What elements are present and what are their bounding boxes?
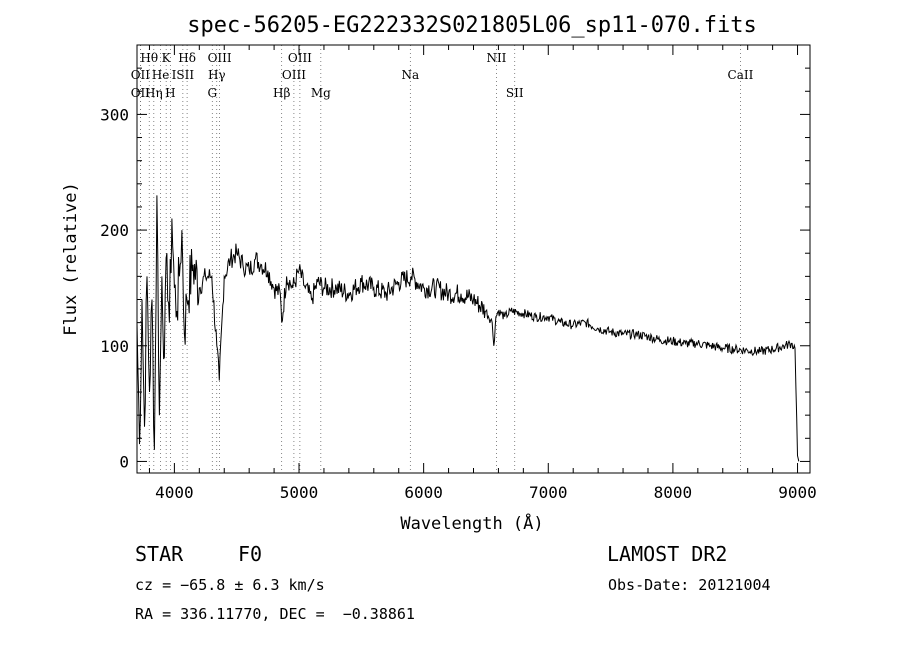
x-tick-label-4: 8000 — [654, 483, 693, 502]
redshift-readout: cz = −65.8 ± 6.3 km/s — [135, 576, 325, 594]
y-tick-label-0: 0 — [119, 452, 129, 471]
x-tick-label-5: 9000 — [778, 483, 817, 502]
chart-title: spec-56205-EG222332S021805L06_sp11-070.f… — [187, 13, 757, 38]
flux-series — [136, 195, 800, 462]
line-label-1: K — [162, 51, 172, 65]
line-label-16: G — [207, 86, 217, 100]
x-tick-label-0: 4000 — [155, 483, 194, 502]
plot-frame — [136, 44, 811, 474]
survey-name: LAMOST DR2 — [607, 542, 728, 566]
emission-line-markers: Hθ K Hδ OIII OIII NII OII He ISII Hγ OIII Na CaII OII… — [131, 45, 754, 473]
x-tick-label-3: 7000 — [529, 483, 568, 502]
x-tick-label-1: 5000 — [280, 483, 319, 502]
coordinates: RA = 336.11770, DEC = −0.38861 — [135, 605, 415, 623]
line-label-0: Hθ — [140, 51, 158, 65]
line-label-15: H — [165, 86, 175, 100]
flux-line — [136, 195, 800, 462]
x-axis-label: Wavelength (Å) — [400, 512, 543, 534]
y-axis-label: Flux (relative) — [61, 182, 81, 336]
x-tick-label-2: 6000 — [404, 483, 443, 502]
line-label-13: OII — [131, 86, 151, 100]
line-label-19: SII — [506, 86, 524, 100]
line-label-9: Hγ — [208, 68, 226, 82]
obs-date: Obs-Date: 20121004 — [608, 576, 771, 594]
line-label-10: OIII — [282, 68, 306, 82]
line-label-18: Mg — [311, 86, 331, 100]
line-label-6: OII — [131, 68, 151, 82]
line-label-11: Na — [401, 68, 419, 82]
line-label-4: OIII — [288, 51, 312, 65]
line-label-2: Hδ — [178, 51, 196, 65]
y-tick-label-2: 200 — [100, 221, 129, 240]
y-tick-label-3: 300 — [100, 105, 129, 124]
line-label-14: Hη — [145, 86, 163, 100]
line-label-12: CaII — [728, 68, 754, 82]
line-label-7: He — [152, 68, 170, 82]
axis-ticks: 4000 5000 6000 7000 8000 9000 0 100 200 300 — [100, 45, 817, 502]
object-class: STAR — [135, 542, 184, 566]
line-label-5: NII — [486, 51, 506, 65]
line-label-17: Hβ — [273, 86, 290, 100]
line-label-8: ISII — [172, 68, 195, 82]
object-subclass: F0 — [238, 542, 263, 566]
y-tick-label-1: 100 — [100, 337, 129, 356]
line-label-3: OIII — [208, 51, 232, 65]
